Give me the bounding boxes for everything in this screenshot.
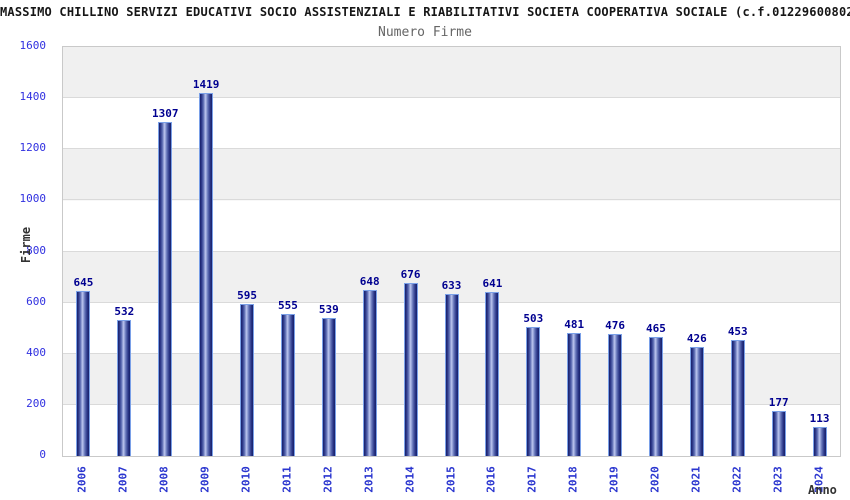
x-tick-label: 2023 [771, 466, 785, 493]
bar-value-label: 676 [400, 268, 421, 282]
bar [444, 294, 459, 456]
gridline [63, 148, 840, 150]
bar-value-label: 595 [237, 288, 257, 302]
x-tick-label: 2013 [362, 466, 376, 493]
bar-value-label: 555 [277, 299, 298, 313]
gridline [63, 97, 840, 99]
bar-value-label: 532 [114, 305, 135, 319]
y-tick-label: 600 [26, 294, 46, 308]
bar [117, 320, 132, 456]
x-tick-label: 2014 [403, 466, 417, 493]
x-tick-label: 2020 [648, 466, 662, 493]
bar-value-label: 465 [646, 322, 666, 336]
y-tick-label: 1000 [19, 192, 47, 206]
x-tick-label: 2016 [484, 466, 498, 493]
bar-value-label: 113 [809, 412, 830, 426]
y-tick-label: 200 [26, 396, 46, 410]
chart-title: MASSIMO CHILLINO SERVIZI EDUCATIVI SOCIO… [0, 5, 850, 19]
x-tick-label: 2017 [525, 466, 539, 493]
gridline [63, 199, 840, 201]
bar-value-label: 177 [768, 395, 789, 409]
bar [812, 427, 827, 456]
bar-value-label: 1307 [151, 106, 179, 120]
bar [567, 333, 582, 456]
x-axis-title: Anno [808, 483, 837, 497]
bar [280, 314, 295, 456]
bar-value-label: 641 [482, 277, 503, 291]
y-tick-label: 0 [39, 448, 46, 461]
bar [730, 340, 745, 456]
bar [771, 410, 786, 456]
x-tick-label: 2012 [321, 466, 335, 493]
bar [403, 283, 418, 456]
y-tick-label: 400 [26, 345, 46, 359]
bar [526, 327, 541, 456]
x-tick-label: 2008 [157, 466, 171, 493]
bar-value-label: 648 [359, 275, 380, 289]
bar [158, 121, 173, 456]
bar-value-label: 633 [441, 279, 462, 293]
bar-value-label: 539 [318, 303, 339, 317]
y-tick-label: 1400 [19, 90, 47, 104]
plot-area: 645 532 1307 1419 595 555 539 648 676 633 641 503 48… [62, 46, 841, 457]
y-axis-title: Firme [19, 226, 33, 264]
bar-value-label: 1419 [192, 78, 220, 92]
x-tick-label: 2022 [730, 466, 744, 493]
x-tick-label: 2009 [198, 466, 212, 493]
x-tick-label: 2011 [280, 466, 294, 493]
bar [362, 290, 377, 456]
bar [240, 303, 255, 456]
bar [485, 292, 500, 456]
x-tick-label: 2010 [239, 466, 253, 493]
bar [199, 93, 214, 456]
x-tick-label: 2007 [116, 466, 130, 493]
y-tick-label: 1600 [19, 39, 47, 52]
bar [648, 337, 663, 456]
bar [76, 291, 91, 456]
bar [689, 347, 704, 456]
y-tick-label: 1200 [19, 141, 47, 155]
bar [321, 318, 336, 456]
bar [608, 334, 623, 456]
chart-subtitle: Numero Firme [378, 25, 472, 40]
bar-value-label: 503 [523, 312, 544, 326]
x-tick-label: 2019 [607, 466, 621, 493]
x-tick-label: 2006 [75, 466, 89, 493]
gridline [63, 250, 840, 252]
y-tick-label: 800 [26, 243, 46, 257]
bar-value-label: 645 [73, 276, 94, 290]
bar-value-label: 453 [727, 325, 748, 339]
x-tick-label: 2015 [444, 466, 457, 493]
bar-value-label: 426 [686, 332, 707, 346]
bar-value-label: 476 [605, 319, 626, 333]
x-tick-label: 2021 [689, 466, 703, 493]
x-tick-label: 2018 [566, 466, 580, 493]
bar-value-label: 481 [564, 318, 585, 332]
